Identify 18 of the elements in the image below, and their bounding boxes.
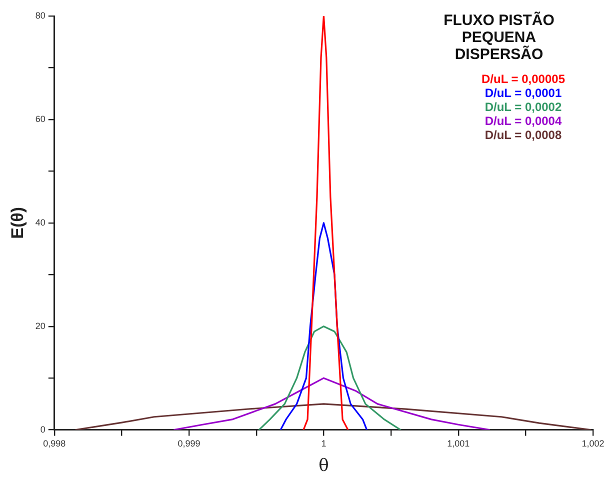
y-tick-label: 20 xyxy=(35,320,46,331)
text: D/uL = 0,0004 xyxy=(484,114,563,128)
x-tick-label: 1,001 xyxy=(447,438,470,449)
y-tick-label: 60 xyxy=(35,114,46,124)
x-axis-title: θ xyxy=(318,456,329,476)
y-tick-label: 40 xyxy=(35,217,46,228)
text: D/uL = 0,0002 xyxy=(484,100,563,114)
y-tick-label: 80 xyxy=(35,10,46,20)
x-tick-label: 1,002 xyxy=(582,438,604,449)
text: D/uL = 0,0008 xyxy=(484,128,563,142)
x-tick-label: 1 xyxy=(321,438,326,449)
y-tick-label: 0 xyxy=(40,424,46,434)
text: D/uL = 0,0001 xyxy=(484,86,563,100)
x-tick-label: 0,998 xyxy=(43,438,66,449)
text: D/uL = 0,00005 xyxy=(482,72,565,86)
text: FLUXO PISTÃO PEQUENA DISPERSÃO xyxy=(442,12,556,63)
y-axis-title: E(θ) xyxy=(8,206,27,239)
x-tick-label: 0,999 xyxy=(178,438,200,449)
